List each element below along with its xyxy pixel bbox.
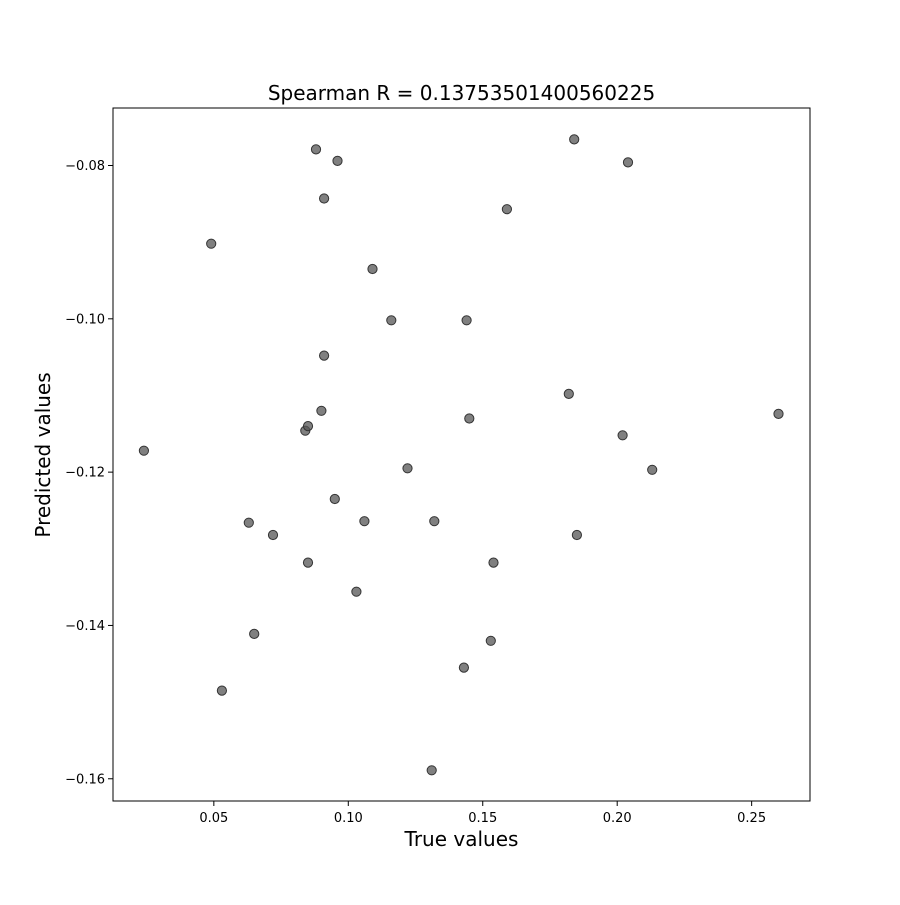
data-point-14	[332, 155, 343, 166]
data-point-30	[571, 529, 583, 541]
x-axis-ticks: 0.05 0.10 0.15 0.20 0.25	[199, 801, 766, 826]
data-point-20	[426, 765, 437, 776]
data-point-21	[429, 516, 440, 527]
chart-title: Spearman R = 0.13753501400560225	[268, 81, 655, 105]
data-point-16	[359, 516, 370, 527]
x-tick-label: 0.05	[199, 811, 228, 826]
data-point-22	[458, 662, 469, 673]
data-point-5	[267, 529, 279, 541]
data-point-8	[302, 557, 314, 568]
y-tick-label: −0.14	[65, 619, 105, 634]
y-tick-label: −0.12	[65, 466, 105, 481]
y-axis-ticks: −0.08 −0.10 −0.12 −0.14 −0.16	[65, 159, 113, 787]
y-tick-label: −0.10	[65, 312, 105, 327]
data-point-23	[461, 315, 472, 326]
y-axis-title: Predicted values	[31, 372, 55, 537]
data-point-32	[622, 157, 634, 168]
data-point-34	[773, 408, 784, 419]
data-point-31	[617, 430, 628, 441]
data-point-2	[216, 685, 227, 696]
data-point-28	[563, 388, 574, 399]
data-point-26	[488, 557, 499, 568]
data-point-18	[386, 315, 397, 326]
data-point-19	[402, 463, 413, 474]
plot-area-frame	[112, 107, 811, 802]
data-point-29	[569, 134, 580, 145]
data-point-0	[138, 445, 149, 456]
data-point-10	[316, 405, 327, 416]
data-point-17	[367, 263, 378, 275]
x-tick-label: 0.10	[334, 811, 363, 826]
data-point-25	[485, 635, 496, 646]
data-point-11	[319, 193, 330, 204]
y-tick-label: −0.08	[65, 159, 105, 174]
y-tick-label: −0.16	[65, 772, 105, 787]
x-axis-title: True values	[404, 827, 519, 851]
data-point-15	[351, 586, 362, 597]
data-point-13	[329, 493, 340, 505]
data-point-9	[310, 144, 322, 155]
data-point-7	[302, 421, 314, 432]
data-point-33	[647, 464, 658, 475]
x-tick-label: 0.25	[737, 811, 766, 826]
data-point-27	[501, 204, 512, 215]
data-point-24	[464, 413, 475, 424]
x-tick-label: 0.15	[468, 811, 497, 826]
data-point-4	[249, 628, 260, 640]
points-layer	[138, 134, 784, 776]
data-point-1	[206, 238, 217, 249]
data-point-12	[319, 350, 330, 361]
x-tick-label: 0.20	[603, 811, 632, 826]
data-point-3	[243, 517, 254, 528]
